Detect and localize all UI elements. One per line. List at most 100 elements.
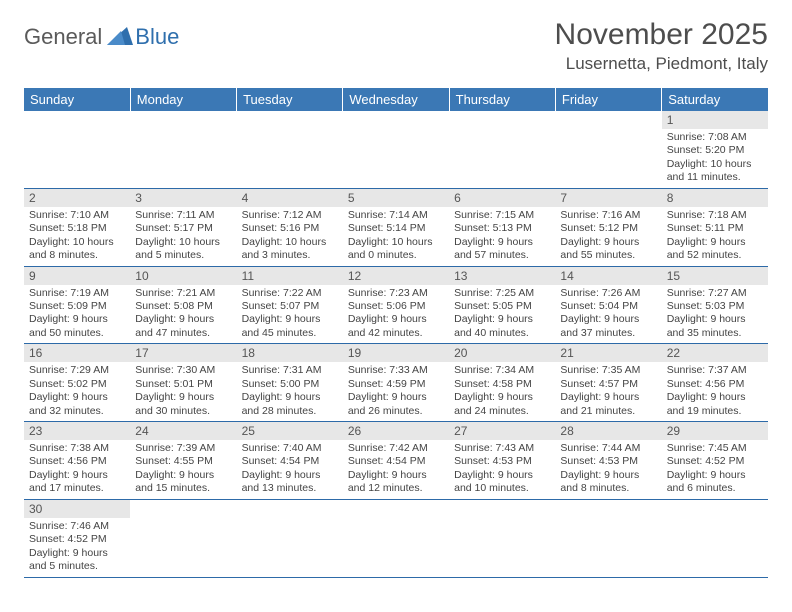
day-number: 3 — [130, 189, 236, 207]
sunset-text: Sunset: 5:12 PM — [560, 222, 656, 235]
sunset-text: Sunset: 5:08 PM — [135, 300, 231, 313]
calendar-cell: 1Sunrise: 7:08 AMSunset: 5:20 PMDaylight… — [662, 111, 768, 188]
day-number: 10 — [130, 267, 236, 285]
day-details: Sunrise: 7:26 AMSunset: 5:04 PMDaylight:… — [555, 285, 661, 344]
sunset-text: Sunset: 5:00 PM — [242, 378, 338, 391]
sunrise-text: Sunrise: 7:33 AM — [348, 364, 444, 377]
sunset-text: Sunset: 5:11 PM — [667, 222, 763, 235]
sunrise-text: Sunrise: 7:38 AM — [29, 442, 125, 455]
calendar-cell — [130, 111, 236, 188]
header: General Blue November 2025 Lusernetta, P… — [24, 18, 768, 74]
calendar-cell: 30Sunrise: 7:46 AMSunset: 4:52 PMDayligh… — [24, 499, 130, 577]
day-number: 2 — [24, 189, 130, 207]
day-details: Sunrise: 7:15 AMSunset: 5:13 PMDaylight:… — [449, 207, 555, 266]
sunrise-text: Sunrise: 7:43 AM — [454, 442, 550, 455]
sunset-text: Sunset: 4:52 PM — [667, 455, 763, 468]
sunrise-text: Sunrise: 7:08 AM — [667, 131, 763, 144]
daylight-text: Daylight: 9 hours and 30 minutes. — [135, 391, 231, 418]
day-number: 8 — [662, 189, 768, 207]
sunrise-text: Sunrise: 7:39 AM — [135, 442, 231, 455]
weekday-header: Thursday — [449, 88, 555, 111]
day-number: 30 — [24, 500, 130, 518]
day-details: Sunrise: 7:08 AMSunset: 5:20 PMDaylight:… — [662, 129, 768, 188]
sunset-text: Sunset: 5:01 PM — [135, 378, 231, 391]
daylight-text: Daylight: 9 hours and 19 minutes. — [667, 391, 763, 418]
sunrise-text: Sunrise: 7:35 AM — [560, 364, 656, 377]
sunset-text: Sunset: 5:03 PM — [667, 300, 763, 313]
calendar-cell: 4Sunrise: 7:12 AMSunset: 5:16 PMDaylight… — [237, 188, 343, 266]
sunset-text: Sunset: 5:18 PM — [29, 222, 125, 235]
day-details: Sunrise: 7:22 AMSunset: 5:07 PMDaylight:… — [237, 285, 343, 344]
day-details: Sunrise: 7:19 AMSunset: 5:09 PMDaylight:… — [24, 285, 130, 344]
calendar-row: 23Sunrise: 7:38 AMSunset: 4:56 PMDayligh… — [24, 422, 768, 500]
daylight-text: Daylight: 10 hours and 8 minutes. — [29, 236, 125, 263]
calendar-row: 9Sunrise: 7:19 AMSunset: 5:09 PMDaylight… — [24, 266, 768, 344]
calendar-cell — [449, 111, 555, 188]
day-number: 4 — [237, 189, 343, 207]
day-number: 18 — [237, 344, 343, 362]
calendar-cell: 16Sunrise: 7:29 AMSunset: 5:02 PMDayligh… — [24, 344, 130, 422]
day-details: Sunrise: 7:33 AMSunset: 4:59 PMDaylight:… — [343, 362, 449, 421]
calendar-cell: 14Sunrise: 7:26 AMSunset: 5:04 PMDayligh… — [555, 266, 661, 344]
calendar-cell: 9Sunrise: 7:19 AMSunset: 5:09 PMDaylight… — [24, 266, 130, 344]
day-details: Sunrise: 7:29 AMSunset: 5:02 PMDaylight:… — [24, 362, 130, 421]
day-number: 21 — [555, 344, 661, 362]
sunrise-text: Sunrise: 7:10 AM — [29, 209, 125, 222]
sunrise-text: Sunrise: 7:34 AM — [454, 364, 550, 377]
sunrise-text: Sunrise: 7:31 AM — [242, 364, 338, 377]
daylight-text: Daylight: 9 hours and 47 minutes. — [135, 313, 231, 340]
calendar-row: 1Sunrise: 7:08 AMSunset: 5:20 PMDaylight… — [24, 111, 768, 188]
day-number: 25 — [237, 422, 343, 440]
day-number: 28 — [555, 422, 661, 440]
day-number: 26 — [343, 422, 449, 440]
sunset-text: Sunset: 4:58 PM — [454, 378, 550, 391]
day-number: 15 — [662, 267, 768, 285]
daylight-text: Daylight: 9 hours and 17 minutes. — [29, 469, 125, 496]
sunrise-text: Sunrise: 7:21 AM — [135, 287, 231, 300]
day-number: 12 — [343, 267, 449, 285]
calendar-cell: 3Sunrise: 7:11 AMSunset: 5:17 PMDaylight… — [130, 188, 236, 266]
daylight-text: Daylight: 9 hours and 52 minutes. — [667, 236, 763, 263]
daylight-text: Daylight: 9 hours and 57 minutes. — [454, 236, 550, 263]
sunrise-text: Sunrise: 7:26 AM — [560, 287, 656, 300]
sunset-text: Sunset: 4:52 PM — [29, 533, 125, 546]
day-details: Sunrise: 7:10 AMSunset: 5:18 PMDaylight:… — [24, 207, 130, 266]
daylight-text: Daylight: 10 hours and 5 minutes. — [135, 236, 231, 263]
day-details: Sunrise: 7:45 AMSunset: 4:52 PMDaylight:… — [662, 440, 768, 499]
sunset-text: Sunset: 5:20 PM — [667, 144, 763, 157]
daylight-text: Daylight: 9 hours and 21 minutes. — [560, 391, 656, 418]
day-number: 5 — [343, 189, 449, 207]
sunrise-text: Sunrise: 7:19 AM — [29, 287, 125, 300]
daylight-text: Daylight: 9 hours and 13 minutes. — [242, 469, 338, 496]
daylight-text: Daylight: 10 hours and 11 minutes. — [667, 158, 763, 185]
sunset-text: Sunset: 5:07 PM — [242, 300, 338, 313]
day-details: Sunrise: 7:25 AMSunset: 5:05 PMDaylight:… — [449, 285, 555, 344]
day-details: Sunrise: 7:23 AMSunset: 5:06 PMDaylight:… — [343, 285, 449, 344]
calendar-cell — [449, 499, 555, 577]
day-details: Sunrise: 7:42 AMSunset: 4:54 PMDaylight:… — [343, 440, 449, 499]
sunrise-text: Sunrise: 7:25 AM — [454, 287, 550, 300]
daylight-text: Daylight: 9 hours and 37 minutes. — [560, 313, 656, 340]
calendar-cell — [237, 499, 343, 577]
weekday-header: Monday — [130, 88, 236, 111]
logo: General Blue — [24, 18, 179, 50]
sunrise-text: Sunrise: 7:44 AM — [560, 442, 656, 455]
sunset-text: Sunset: 4:55 PM — [135, 455, 231, 468]
calendar-cell: 19Sunrise: 7:33 AMSunset: 4:59 PMDayligh… — [343, 344, 449, 422]
calendar-cell: 23Sunrise: 7:38 AMSunset: 4:56 PMDayligh… — [24, 422, 130, 500]
calendar-cell: 12Sunrise: 7:23 AMSunset: 5:06 PMDayligh… — [343, 266, 449, 344]
daylight-text: Daylight: 9 hours and 24 minutes. — [454, 391, 550, 418]
weekday-header-row: Sunday Monday Tuesday Wednesday Thursday… — [24, 88, 768, 111]
day-details: Sunrise: 7:30 AMSunset: 5:01 PMDaylight:… — [130, 362, 236, 421]
day-number: 1 — [662, 111, 768, 129]
daylight-text: Daylight: 9 hours and 6 minutes. — [667, 469, 763, 496]
calendar-row: 16Sunrise: 7:29 AMSunset: 5:02 PMDayligh… — [24, 344, 768, 422]
day-details: Sunrise: 7:46 AMSunset: 4:52 PMDaylight:… — [24, 518, 130, 577]
day-number: 17 — [130, 344, 236, 362]
day-details: Sunrise: 7:14 AMSunset: 5:14 PMDaylight:… — [343, 207, 449, 266]
sunset-text: Sunset: 5:06 PM — [348, 300, 444, 313]
month-title: November 2025 — [555, 18, 768, 52]
sunset-text: Sunset: 4:57 PM — [560, 378, 656, 391]
calendar-cell — [662, 499, 768, 577]
day-number: 27 — [449, 422, 555, 440]
